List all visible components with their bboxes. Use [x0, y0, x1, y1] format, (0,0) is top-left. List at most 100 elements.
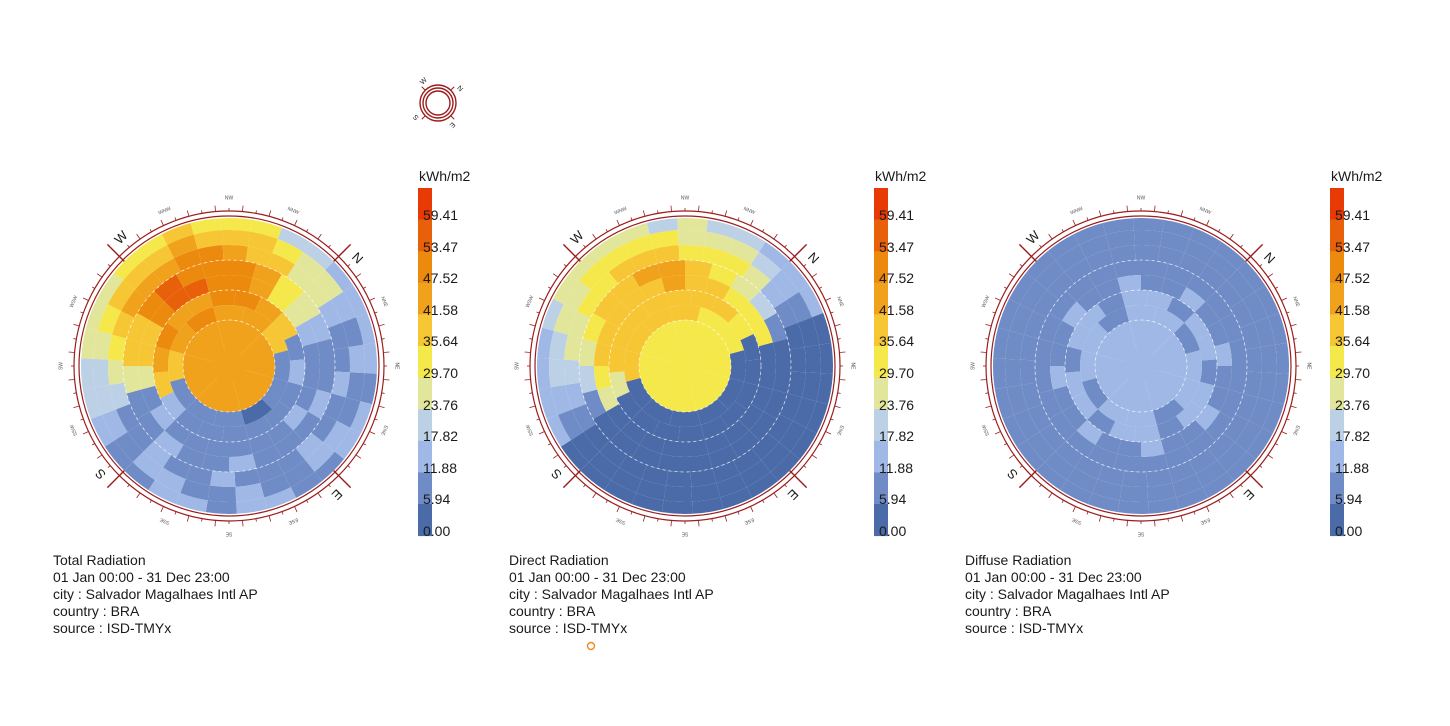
sky-patch — [1152, 307, 1185, 334]
compass-tick — [1293, 392, 1297, 394]
sky-patch — [570, 431, 600, 463]
sky-patch — [620, 419, 647, 445]
compass-tick — [819, 286, 823, 289]
sky-patch — [303, 241, 334, 270]
compass-tick — [107, 264, 111, 267]
compass-tick — [1154, 205, 1156, 212]
legend-swatch — [1330, 409, 1344, 442]
sky-patch — [606, 301, 632, 328]
sky-patch — [661, 500, 693, 514]
sky-patch — [127, 423, 155, 452]
compass-tick — [1072, 219, 1076, 226]
compass-tick — [80, 311, 84, 314]
sky-patch — [307, 313, 332, 343]
sky-patch — [143, 440, 172, 468]
legend-tick-label: 35.64 — [423, 333, 459, 350]
sky-patch — [759, 241, 790, 270]
sky-patch — [183, 431, 210, 454]
legend-tick-label: 0.00 — [1335, 523, 1363, 539]
diffuse-radiation-caption: Diffuse Radiation 01 Jan 00:00 - 31 Dec … — [965, 552, 1170, 637]
mini-compass-label-n: N — [455, 85, 464, 94]
compass-tick — [529, 392, 533, 394]
sky-patch — [1245, 347, 1262, 373]
sky-patch — [1055, 244, 1087, 272]
cardinal-label-w: W — [111, 227, 131, 247]
compass-tick — [136, 492, 141, 499]
direction-label: NE — [850, 363, 856, 371]
sky-patch — [1038, 313, 1063, 343]
direction-label: NW — [681, 195, 690, 201]
caption-country: country : BRA — [53, 603, 140, 619]
compass-tick — [724, 515, 728, 522]
sky-patch — [593, 411, 621, 441]
compass-tick — [1290, 323, 1297, 327]
sky-patch — [661, 439, 685, 457]
sky-patch — [154, 467, 186, 493]
compass-tick — [306, 228, 309, 232]
compass-tick — [536, 418, 540, 421]
compass-tick — [73, 338, 77, 340]
compass-tick — [1113, 518, 1115, 522]
sky-patch — [1189, 227, 1222, 252]
compass-tick — [819, 443, 823, 446]
sky-patch — [1235, 420, 1263, 452]
sky-patch — [343, 285, 368, 318]
sky-patch — [558, 409, 584, 441]
sky-patch — [90, 414, 115, 447]
sky-patch — [770, 269, 800, 301]
sky-patch — [734, 381, 759, 410]
cardinal-label-s: S — [548, 465, 565, 482]
sky-patch — [1206, 251, 1238, 281]
sky-patch — [336, 397, 361, 428]
legend-tick-label: 53.47 — [879, 238, 915, 255]
sky-patch — [1194, 301, 1220, 328]
sky-patch — [267, 287, 294, 313]
sky-patch — [632, 263, 662, 288]
mini-compass: N E S W — [412, 76, 464, 129]
sky-patch — [599, 440, 628, 468]
sky-patch — [537, 358, 551, 390]
sky-patch — [746, 471, 779, 498]
sky-patch — [1146, 468, 1173, 487]
compass-tick — [1259, 465, 1263, 468]
cardinal-label-w: W — [1023, 227, 1043, 247]
legend-swatch — [418, 188, 432, 221]
cardinal-tick — [333, 243, 352, 262]
sky-patch — [1160, 431, 1187, 454]
sky-patch — [564, 334, 583, 361]
compass-tick — [268, 515, 272, 522]
cardinal-tick — [1018, 470, 1037, 489]
sky-patch — [690, 468, 717, 487]
sky-patch — [323, 420, 351, 452]
sky-patch — [109, 382, 131, 410]
compass-tick — [1193, 511, 1196, 515]
sky-patch — [761, 442, 791, 472]
sky-patch — [1088, 444, 1118, 469]
legend-tick-label: 23.76 — [1335, 396, 1371, 413]
sky-patch — [1205, 411, 1233, 441]
cardinal-label-e: E — [1240, 486, 1257, 503]
compass-tick — [1126, 205, 1128, 212]
compass-tick — [630, 217, 633, 221]
legend-swatch — [418, 282, 432, 315]
sky-patch — [1134, 424, 1161, 443]
sky-patch — [1186, 430, 1216, 458]
sky-patch — [1184, 312, 1210, 341]
sky-patch — [205, 500, 237, 514]
sky-patch — [1053, 385, 1076, 412]
direction-label: WSW — [981, 295, 992, 309]
sky-patch — [112, 311, 135, 339]
sky-patch — [537, 327, 554, 359]
sky-patch — [264, 487, 297, 509]
direction-label: ENE — [835, 424, 845, 436]
legend-swatch — [1330, 188, 1344, 221]
sky-patch — [819, 342, 833, 374]
sky-patch — [723, 419, 750, 445]
compass-tick — [1003, 443, 1007, 446]
cardinal-tick — [1245, 470, 1264, 489]
sky-patch — [1026, 431, 1056, 463]
legend-tick-label: 59.41 — [1335, 207, 1371, 223]
sky-patch — [1125, 305, 1157, 322]
sky-patch — [639, 278, 666, 301]
compass-tick — [374, 418, 378, 421]
